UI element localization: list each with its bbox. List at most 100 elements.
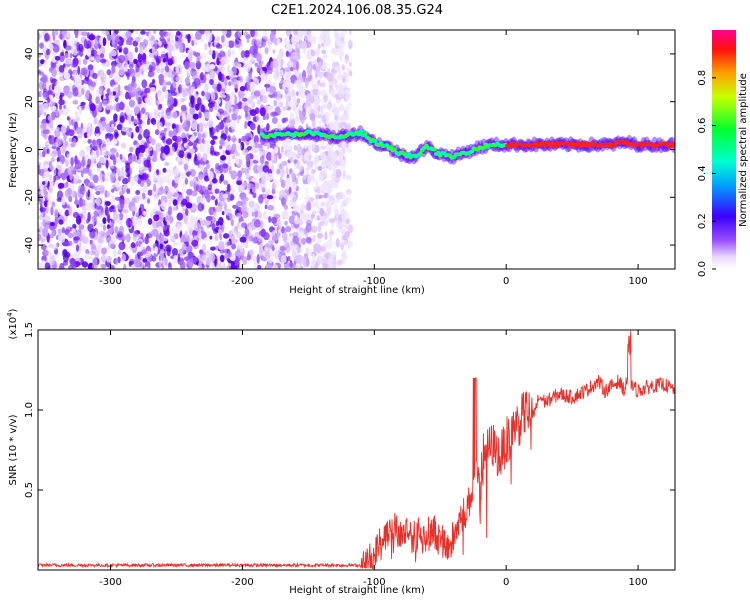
noise-cell (266, 79, 272, 85)
noise-cell (156, 174, 162, 185)
noise-cell (210, 91, 216, 101)
noise-cell (255, 196, 259, 201)
noise-cell (71, 263, 78, 269)
top-xlabel: Height of straight line (km) (289, 285, 425, 296)
noise-cell (266, 151, 273, 161)
noise-cell (317, 43, 321, 49)
noise-cell (133, 58, 138, 65)
noise-cell (86, 40, 92, 49)
ridge-core (388, 145, 394, 150)
noise-cell (208, 49, 213, 56)
noise-cell (162, 57, 166, 63)
noise-cell (100, 263, 107, 269)
noise-cell (264, 250, 271, 260)
noise-cell (293, 30, 298, 36)
noise-cell (124, 233, 131, 242)
noise-cell (83, 139, 87, 144)
noise-cell (240, 243, 244, 253)
noise-cell (159, 130, 167, 137)
noise-cell (95, 96, 100, 105)
noise-cell (113, 139, 118, 145)
noise-cell (113, 104, 117, 111)
noise-cell (312, 234, 316, 243)
noise-cell (102, 99, 108, 107)
noise-cell (197, 231, 202, 238)
noise-cell (126, 73, 130, 81)
noise-cell (335, 208, 339, 219)
noise-cell (320, 201, 326, 207)
noise-cell (333, 254, 337, 265)
noise-cell (85, 248, 90, 255)
noise-cell (126, 217, 133, 228)
noise-cell (236, 180, 243, 186)
noise-cell (118, 54, 125, 64)
ridge-core (358, 129, 364, 134)
noise-cell (125, 106, 131, 115)
noise-cell (247, 183, 255, 190)
top-y-tick-label: -40 (24, 237, 35, 253)
noise-cell (267, 204, 275, 211)
noise-cell (58, 65, 65, 73)
noise-cell (182, 34, 186, 43)
noise-cell (118, 101, 125, 111)
noise-cell (87, 189, 90, 198)
noise-cell (291, 249, 296, 259)
noise-cell (144, 87, 151, 94)
noise-cell (100, 254, 107, 264)
noise-cell (197, 132, 202, 140)
noise-cell (311, 36, 317, 45)
noise-cell (268, 105, 274, 111)
noise-cell (296, 254, 304, 264)
noise-cell (64, 58, 71, 65)
noise-cell (52, 35, 56, 41)
noise-cell (50, 206, 54, 216)
noise-cell (282, 106, 288, 111)
noise-cell (330, 173, 337, 180)
noise-cell (279, 163, 282, 170)
ridge-core (406, 152, 411, 157)
noise-cell (288, 215, 296, 225)
colorbar-label: Normalized spectral amplitude (738, 73, 749, 227)
noise-cell (54, 214, 59, 225)
noise-cell (233, 238, 239, 244)
noise-cell (306, 93, 312, 102)
noise-cell (142, 173, 149, 181)
noise-cell (267, 173, 274, 181)
noise-cell (145, 149, 151, 158)
noise-cell (131, 206, 137, 212)
noise-cell (296, 247, 301, 254)
noise-cell (231, 143, 237, 151)
noise-cell (322, 103, 327, 109)
noise-cell (48, 67, 54, 72)
noise-cell (185, 208, 189, 216)
noise-cell (166, 44, 174, 52)
noise-cell (185, 113, 192, 122)
noise-cell (300, 266, 304, 269)
noise-cell (269, 142, 273, 149)
noise-cell (73, 165, 77, 175)
noise-cell (227, 135, 231, 142)
noise-cell (259, 154, 265, 165)
noise-cell (213, 182, 218, 188)
noise-cell (227, 250, 232, 258)
noise-cell (222, 163, 229, 169)
noise-cell (272, 264, 279, 269)
noise-cell (66, 125, 70, 130)
top-x-tick-label: -200 (231, 276, 254, 287)
noise-cell (151, 46, 156, 55)
noise-cell (290, 169, 295, 180)
noise-cell (104, 206, 109, 216)
noise-cell (133, 106, 141, 114)
noise-cell (131, 115, 135, 122)
noise-cell (66, 116, 70, 121)
noise-cell (282, 138, 290, 147)
noise-cell (83, 39, 88, 49)
noise-cell (325, 199, 332, 209)
noise-cell (254, 39, 261, 46)
noise-cell (342, 169, 346, 180)
noise-cell (241, 222, 248, 228)
noise-cell (215, 111, 220, 117)
noise-cell (254, 90, 261, 97)
noise-cell (294, 50, 300, 60)
